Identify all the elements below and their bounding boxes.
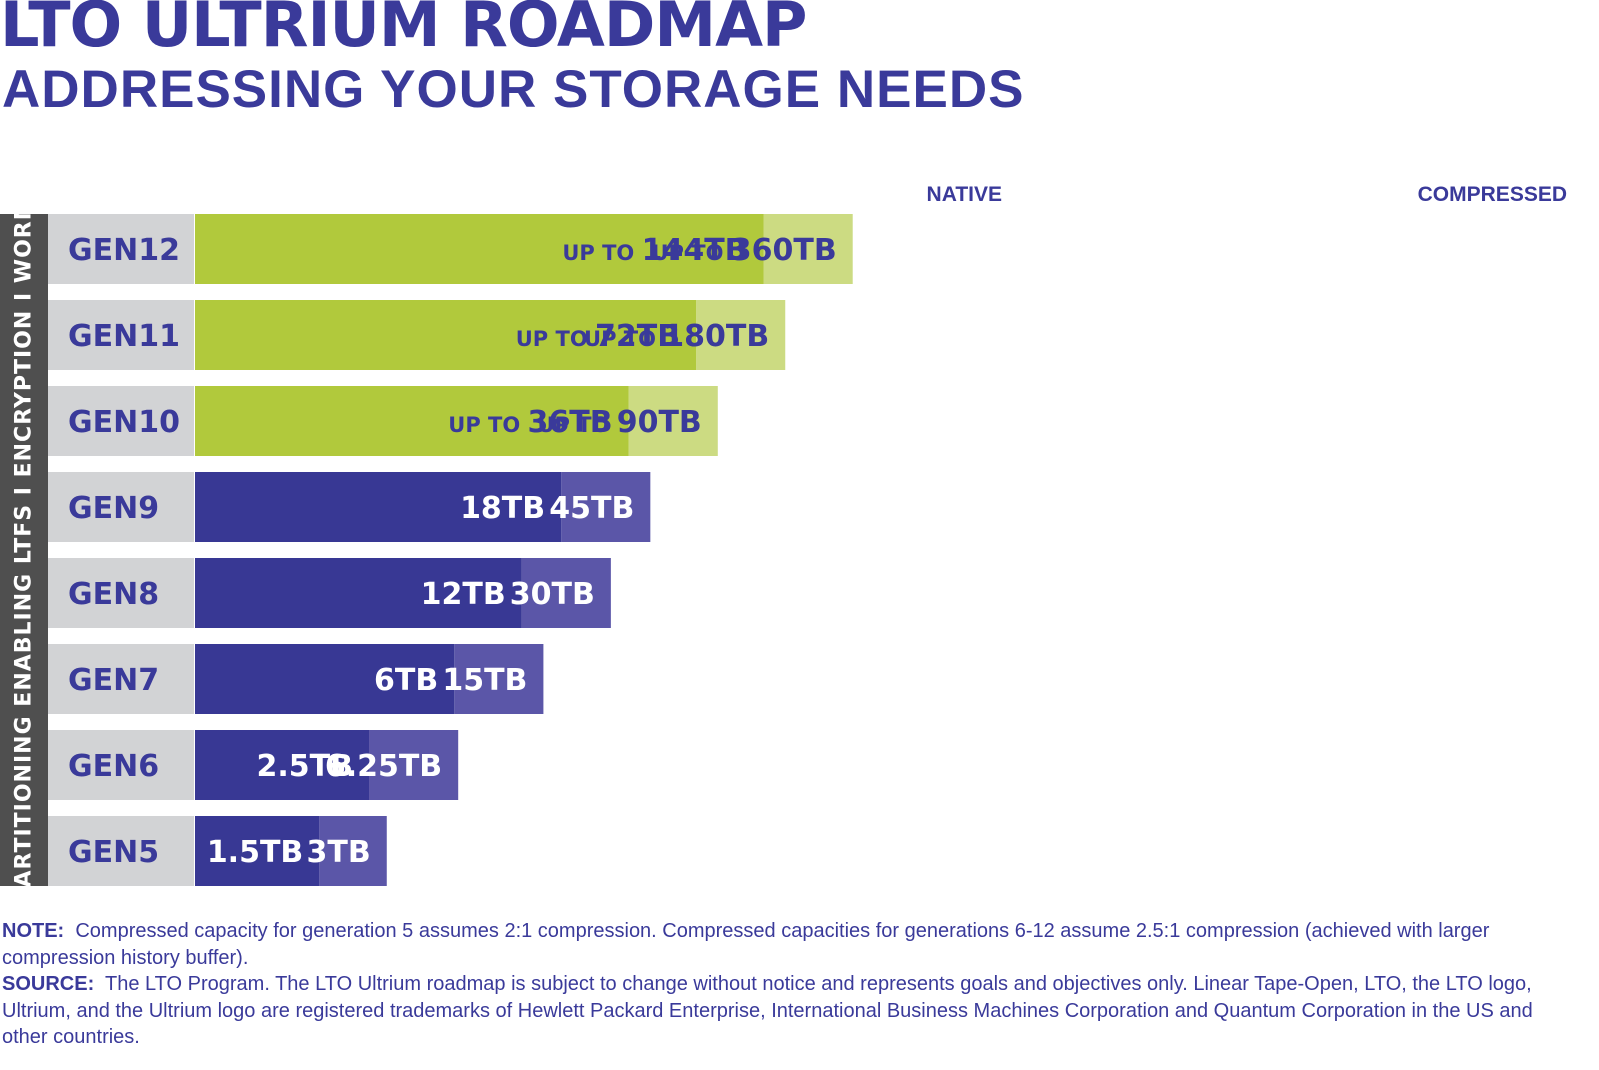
footer-source: SOURCE: The LTO Program. The LTO Ultrium… <box>2 971 1542 1051</box>
gen-cell-gen12 <box>48 214 194 284</box>
source-text: The LTO Program. The LTO Ultrium roadmap… <box>2 973 1533 1048</box>
gen-cell-gen10 <box>48 386 194 456</box>
native-bar-gen9 <box>195 472 562 542</box>
gen-cell-gen11 <box>48 300 194 370</box>
gen-cell-gen8 <box>48 558 194 628</box>
gen-label-gen10: GEN10 <box>68 405 180 440</box>
compressed-value-label-gen11: UP TO 180TB <box>584 319 769 354</box>
note-text: Compressed capacity for generation 5 ass… <box>2 920 1490 969</box>
gen-label-gen12: GEN12 <box>68 233 180 268</box>
compressed-bar-gen11 <box>696 300 786 370</box>
compressed-value-label-gen8: 30TB <box>510 577 595 612</box>
native-value-label-gen5: 1.5TB <box>207 835 303 870</box>
page-title: LTO ULTRIUM ROADMAP <box>0 0 807 61</box>
native-bar-gen7 <box>195 644 455 714</box>
compressed-value-label-gen9: 45TB <box>549 491 634 526</box>
gen-label-gen5: GEN5 <box>68 835 159 870</box>
native-value-label-gen12: UP TO 144TB <box>562 233 747 268</box>
compressed-bar-gen5 <box>319 816 387 886</box>
native-bar-gen11 <box>195 300 697 370</box>
compressed-bar-gen7 <box>454 644 544 714</box>
native-value-label-gen6: 2.5TB <box>257 749 353 784</box>
gen-label-gen11: GEN11 <box>68 319 180 354</box>
footer-notes: NOTE: Compressed capacity for generation… <box>2 918 1542 1051</box>
footer-note: NOTE: Compressed capacity for generation… <box>2 918 1542 971</box>
gen-label-gen7: GEN7 <box>68 663 159 698</box>
compressed-value-label-gen7: 15TB <box>442 663 527 698</box>
compressed-bar-gen6 <box>369 730 459 800</box>
gen-label-gen9: GEN9 <box>68 491 159 526</box>
compressed-value-label-gen6: 6.25TB <box>325 749 442 784</box>
compressed-bar-gen9 <box>561 472 651 542</box>
compressed-bar-gen12 <box>763 214 853 284</box>
page-subtitle: ADDRESSING YOUR STORAGE NEEDS <box>2 60 1025 119</box>
compressed-value-label-gen5: 3TB <box>307 835 371 870</box>
native-bar-gen6 <box>195 730 370 800</box>
gen-cell-gen7 <box>48 644 194 714</box>
compressed-value-label-gen12: UP TO 360TB <box>652 233 837 268</box>
native-bar-gen12 <box>195 214 764 284</box>
gen-cell-gen9 <box>48 472 194 542</box>
native-bar-gen8 <box>195 558 522 628</box>
native-bar-gen10 <box>195 386 629 456</box>
gen-label-gen8: GEN8 <box>68 577 159 612</box>
native-value-label-gen10: UP TO 36TB <box>448 405 612 440</box>
compressed-bar-gen8 <box>521 558 611 628</box>
source-label: SOURCE: <box>2 973 95 995</box>
native-bar-gen5 <box>195 816 320 886</box>
native-column-header: NATIVE <box>926 183 1002 206</box>
native-value-label-gen9: 18TB <box>460 491 545 526</box>
note-label: NOTE: <box>2 920 65 942</box>
gen-cell-gen5 <box>48 816 194 886</box>
compressed-bar-gen10 <box>628 386 718 456</box>
gen-cell-gen6 <box>48 730 194 800</box>
native-value-label-gen11: UP TO 72TB <box>516 319 680 354</box>
gen-label-gen6: GEN6 <box>68 749 159 784</box>
native-value-label-gen7: 6TB <box>374 663 438 698</box>
native-value-label-gen8: 12TB <box>421 577 506 612</box>
compressed-value-label-gen10: UP TO 90TB <box>537 405 701 440</box>
features-side-panel: PARTITIONING ENABLING LTFS I ENCRYPTION … <box>0 197 48 903</box>
compressed-column-header: COMPRESSED <box>1417 183 1567 206</box>
